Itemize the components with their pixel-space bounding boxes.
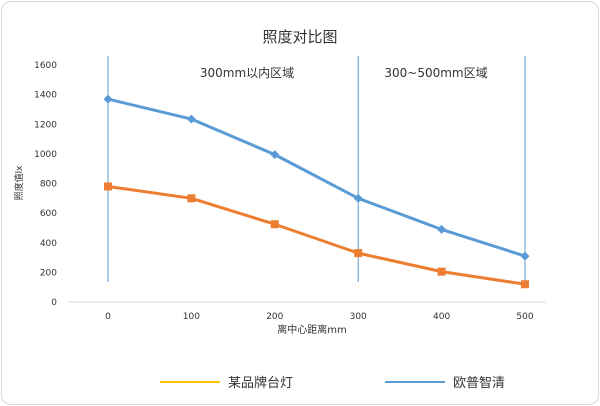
x-tick-label: 400 [433, 312, 450, 322]
y-tick-label: 1400 [34, 91, 57, 101]
y-tick-label: 1200 [34, 120, 57, 130]
y-tick-label: 800 [40, 180, 57, 190]
data-point [353, 193, 363, 203]
x-tick-label: 500 [516, 312, 533, 322]
y-tick-label: 1600 [34, 61, 57, 71]
data-point [103, 94, 113, 104]
data-point [270, 220, 279, 229]
y-axis-label: 照度值lx [13, 165, 25, 201]
x-tick-label: 300 [350, 312, 367, 322]
chart-title: 照度对比图 [262, 28, 337, 46]
y-tick-label: 600 [40, 209, 57, 219]
data-point [520, 251, 530, 261]
y-tick-label: 0 [51, 298, 57, 308]
data-point [104, 182, 112, 191]
data-point [186, 114, 196, 124]
y-tick-label: 1000 [34, 150, 57, 160]
region-label-inner: 300mm以内区域 [200, 66, 294, 80]
series-line-1 [107, 184, 526, 286]
data-point [354, 249, 363, 258]
x-tick-label: 200 [266, 312, 283, 322]
y-tick-label: 200 [40, 268, 57, 278]
legend-label: 欧普智清 [453, 376, 505, 391]
series-line-2 [107, 97, 526, 258]
region-label-outer: 300~500mm区域 [384, 66, 487, 80]
x-tick-label: 100 [183, 312, 200, 322]
data-point [437, 224, 447, 234]
y-tick-label: 400 [40, 239, 57, 249]
data-point [270, 150, 280, 160]
x-tick-label: 0 [105, 312, 111, 322]
legend-label: 某品牌台灯 [228, 375, 293, 391]
x-axis-label: 离中心距离mm [277, 323, 346, 336]
data-point [187, 194, 196, 203]
data-point [521, 280, 529, 289]
data-point [437, 267, 446, 276]
